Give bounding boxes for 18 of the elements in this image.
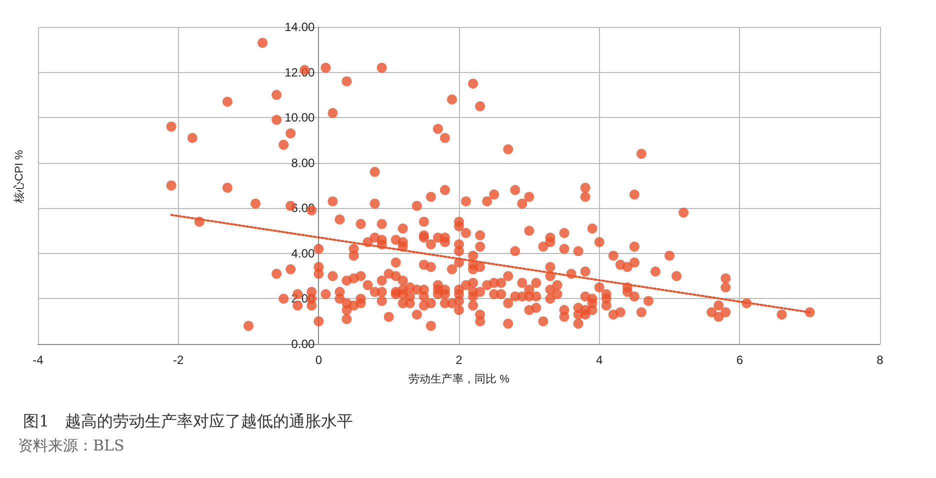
x-tick-label: 0 <box>315 353 322 367</box>
x-tick-label: -2 <box>172 353 184 367</box>
y-tick-label: 10.00 <box>284 110 315 125</box>
y-tick-label: 6.00 <box>291 201 315 216</box>
y-tick-label: 14.00 <box>284 20 315 34</box>
y-tick-label: 8.00 <box>291 156 315 170</box>
x-axis-title: 劳动生产率，同比 % <box>408 372 510 386</box>
x-tick-label: -4 <box>32 353 44 367</box>
x-tick-label: 4 <box>596 353 603 367</box>
y-tick-label: 12.00 <box>284 65 315 80</box>
x-tick-label: 6 <box>736 353 744 367</box>
y-tick-label: 0.00 <box>291 337 315 351</box>
text: 资料来源：BLS <box>18 436 124 454</box>
y-axis-title: 核心CPI % <box>12 150 26 204</box>
x-tick-label: 2 <box>456 353 463 367</box>
y-tick-label: 4.00 <box>291 246 315 260</box>
text: 图1 越高的劳动生产率对应了越低的通胀水平 <box>23 412 354 430</box>
x-tick-label: 8 <box>876 353 884 367</box>
